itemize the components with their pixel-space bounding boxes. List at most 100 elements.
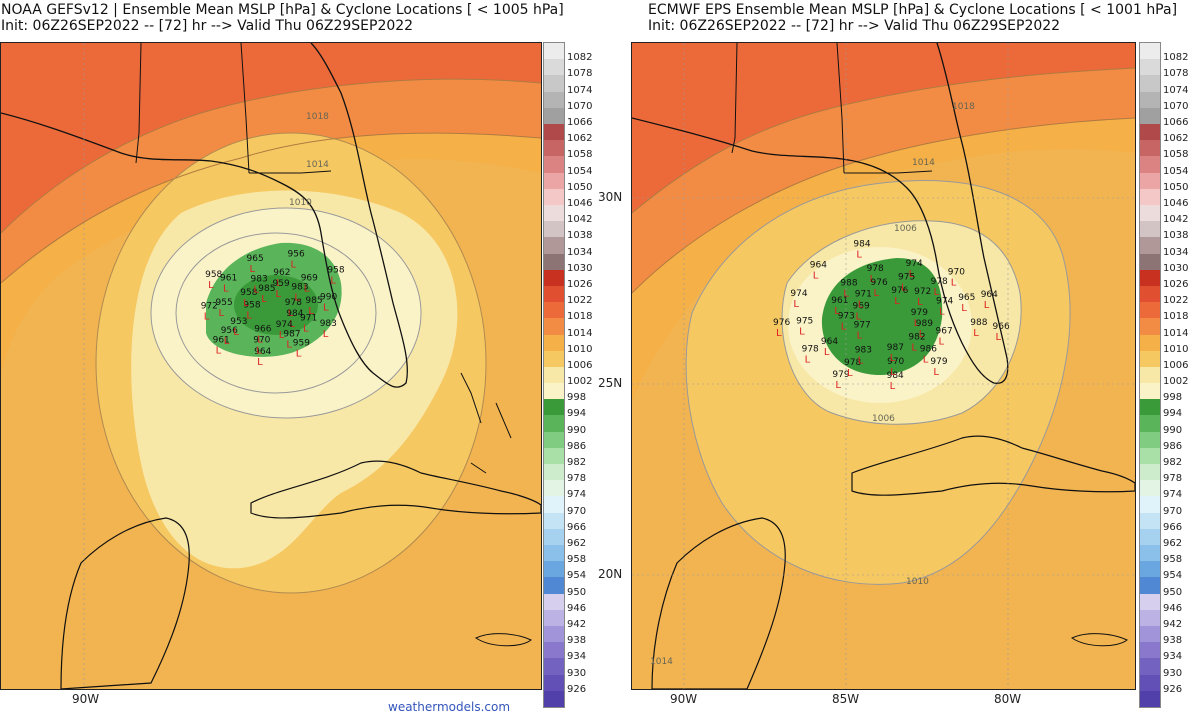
cyclone-l-marker: L xyxy=(917,297,923,308)
colorbar-cell xyxy=(544,43,564,60)
credit-label: weathermodels.com xyxy=(388,700,511,714)
colorbar-label: 1070 xyxy=(567,100,593,112)
colorbar-label: 946 xyxy=(1163,602,1183,614)
colorbar-label: 1014 xyxy=(1163,327,1189,339)
colorbar-label: 1082 xyxy=(567,52,593,64)
colorbar-label: 978 xyxy=(1163,473,1183,485)
colorbar-cell xyxy=(544,480,564,497)
colorbar-cell xyxy=(1140,690,1160,708)
cyclone-pressure-label: 964 xyxy=(821,337,838,347)
right-map: 1018 1014 1006 1006 1010 1014 979 L 967 L 97… xyxy=(631,42,1136,690)
colorbar-cell xyxy=(544,350,564,368)
cyclone-l-marker: L xyxy=(308,306,314,317)
state-border-3 xyxy=(844,170,933,174)
contour-label-1010: 1010 xyxy=(289,198,312,208)
cuba xyxy=(250,460,541,519)
colorbar-label: 1050 xyxy=(1163,181,1189,193)
colorbar-cell xyxy=(544,204,564,222)
state-border-3 xyxy=(249,170,332,174)
colorbar-cell xyxy=(1140,480,1160,497)
colorbar-label: 966 xyxy=(567,521,587,533)
isobar-1014 xyxy=(1,132,541,284)
cyclone-pressure-label: 962 xyxy=(273,268,290,278)
cyclone-l-marker: L xyxy=(847,368,853,379)
contour-label-1018: 1018 xyxy=(952,102,975,112)
cyclone-l-marker: L xyxy=(799,327,805,338)
contour-label-1014: 1014 xyxy=(912,158,935,168)
colorbar-cell xyxy=(544,512,564,530)
cyclone-pressure-label: 970 xyxy=(253,336,270,346)
cyclone-pressure-label: 988 xyxy=(840,278,857,288)
colorbar-cell xyxy=(1140,188,1160,206)
isobar-1006 xyxy=(781,220,1022,425)
colorbar-cell xyxy=(1140,464,1160,481)
colorbar-cell xyxy=(544,383,564,400)
cyclone-pressure-label: 964 xyxy=(254,347,271,357)
cyclone-l-marker: L xyxy=(276,278,282,289)
left-colorbar xyxy=(543,42,565,708)
colorbar-label: 1038 xyxy=(1163,230,1189,242)
colorbar-cell xyxy=(1140,59,1160,76)
colorbar-label: 1082 xyxy=(1163,52,1189,64)
cyclone-pressure-label: 972 xyxy=(914,287,931,297)
cyclone-pressure-label: 953 xyxy=(230,317,247,327)
cyclone-l-marker: L xyxy=(776,328,782,339)
left-title-line2: Init: 06Z26SEP2022 -- [72] hr --> Valid … xyxy=(1,18,414,34)
colorbar-cell xyxy=(1140,172,1160,190)
cyclone-pressure-label: 958 xyxy=(243,300,260,310)
right-map-svg: 1018 1014 1006 1006 1010 1014 979L967L97… xyxy=(632,43,1135,689)
cyclone-l-marker: L xyxy=(294,292,300,303)
colorbar-label: 970 xyxy=(567,505,587,517)
cyclone-l-marker: L xyxy=(858,299,864,310)
colorbar-label: 966 xyxy=(1163,521,1183,533)
cyclone-pressure-label: 971 xyxy=(300,314,317,324)
right-colorbar xyxy=(1139,42,1161,708)
colorbar-label: 974 xyxy=(1163,489,1183,501)
cyclone-l-marker: L xyxy=(951,278,957,289)
cyclone-l-marker: L xyxy=(890,367,896,378)
cyclone-pressure-label: 973 xyxy=(838,311,855,321)
cyclone-pressure-label: 958 xyxy=(327,265,344,275)
cyclone-pressure-label: 988 xyxy=(970,318,987,328)
colorbar-label: 1022 xyxy=(1163,295,1189,307)
cyclone-pressure-label: 974 xyxy=(906,259,923,269)
cyclone-l-marker: L xyxy=(296,349,302,360)
contour-label-1010: 1010 xyxy=(906,577,929,587)
right-lon-90w: 90W xyxy=(670,692,698,706)
colorbar-cell xyxy=(1140,528,1160,546)
colorbar-label: 970 xyxy=(1163,505,1183,517)
colorbar-cell xyxy=(544,496,564,514)
cyclone-pressure-label: 989 xyxy=(916,319,933,329)
cyclone-pressure-label: 956 xyxy=(221,326,238,336)
colorbar-label: 1010 xyxy=(567,343,593,355)
colorbar-cell xyxy=(544,690,564,708)
colorbar-label: 1034 xyxy=(1163,246,1189,258)
yucatan xyxy=(651,517,786,689)
cyclone-l-marker: L xyxy=(276,289,282,300)
band-1014 xyxy=(1,133,541,373)
cyclone-l-marker: L xyxy=(288,308,294,319)
cyclone-pressure-label: 964 xyxy=(810,260,827,270)
colorbar-cell xyxy=(544,237,564,255)
colorbar-cell xyxy=(1140,674,1160,692)
colorbar-label: 1078 xyxy=(567,68,593,80)
cyclone-l-marker: L xyxy=(919,329,925,340)
colorbar-cell xyxy=(1140,123,1160,141)
colorbar-cell xyxy=(1140,156,1160,174)
colorbar-cell xyxy=(1140,140,1160,157)
colorbar-label: 1062 xyxy=(1163,133,1189,145)
right-lat-25n: 25N xyxy=(598,376,623,390)
cyclone-l-marker: L xyxy=(254,285,260,296)
cyclone-pressure-label: 987 xyxy=(283,330,300,340)
cyclone-pressure-label: 979 xyxy=(930,357,947,367)
colorbar-cell xyxy=(1140,642,1160,659)
colorbar-label: 1046 xyxy=(567,197,593,209)
colorbar-label: 1042 xyxy=(1163,214,1189,226)
colorbar-label: 1026 xyxy=(567,278,593,290)
colorbar-cell xyxy=(544,366,564,384)
cyclone-pressure-label: 966 xyxy=(993,322,1010,332)
cyclone-pressure-label: 972 xyxy=(201,301,218,311)
colorbar-label: 934 xyxy=(567,651,587,663)
cyclone-l-marker: L xyxy=(856,249,862,260)
cyclone-l-marker: L xyxy=(939,336,945,347)
